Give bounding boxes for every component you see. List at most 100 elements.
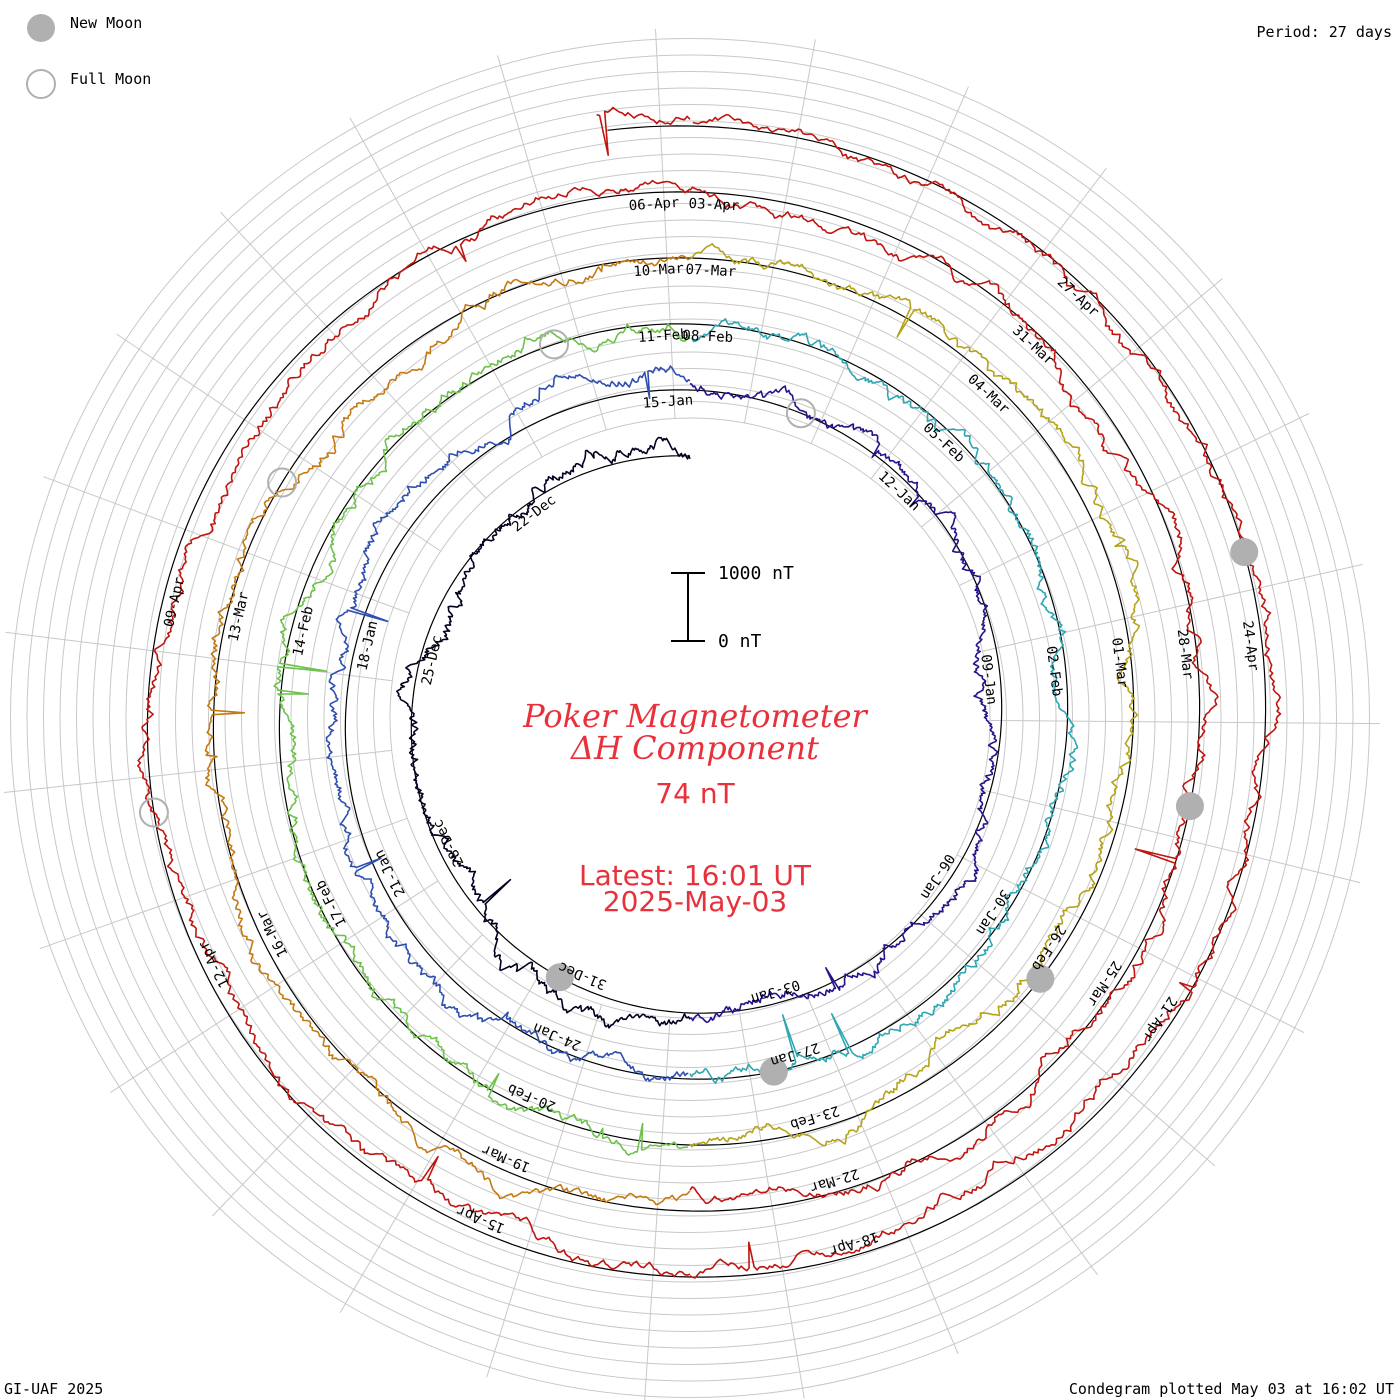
new-moon-marker	[545, 963, 574, 992]
new-moon-icon	[27, 14, 55, 42]
date-label: 23-Feb	[788, 1102, 841, 1132]
day-spoke	[982, 563, 1363, 652]
date-label: 09-Apr	[161, 576, 188, 629]
day-spoke	[958, 412, 1310, 587]
date-label: 18-Jan	[355, 619, 382, 672]
moon-legend-icons	[26, 14, 56, 99]
grid-ring	[109, 137, 1271, 1299]
grid-ring	[191, 219, 1189, 1217]
date-label: 01-Mar	[1108, 637, 1130, 689]
day-spoke	[116, 333, 441, 552]
grid-ring	[208, 236, 1172, 1200]
date-label: 03-Jan	[749, 976, 802, 1006]
date-label: 08-Feb	[682, 328, 733, 346]
day-spoke	[644, 1017, 671, 1400]
grid-ring	[125, 153, 1255, 1283]
day-spoke	[5, 631, 393, 682]
period-label: Period: 27 days	[1256, 23, 1392, 41]
grid-ring	[356, 384, 1024, 1052]
grid-ring	[307, 335, 1073, 1101]
scale-bottom-label: 0 nT	[718, 631, 762, 652]
full-moon-icon	[26, 69, 56, 99]
trace-segment	[396, 436, 691, 1029]
plotted-label: Condegram plotted May 03 at 16:02 UT	[1068, 1380, 1394, 1398]
date-label: 24-Apr	[1239, 620, 1261, 672]
grid-ring	[257, 285, 1123, 1151]
date-label: 15-Jan	[642, 392, 694, 411]
date-label: 07-Mar	[685, 262, 736, 280]
grid-ring	[340, 368, 1040, 1068]
day-spoke	[497, 55, 607, 431]
day-spoke	[43, 476, 410, 614]
latest-time: Latest: 16:01 UT	[578, 859, 812, 892]
date-label: 02-Feb	[1043, 645, 1065, 697]
full-moon-label: Full Moon	[70, 70, 152, 88]
new-moon-marker	[1175, 792, 1204, 821]
new-moon-marker	[1026, 964, 1055, 993]
day-spoke	[212, 934, 483, 1217]
day-spoke	[220, 211, 487, 499]
full-moon-marker	[785, 398, 816, 429]
grid-ring	[323, 351, 1057, 1085]
new-moon-marker	[759, 1057, 788, 1086]
day-spoke	[486, 1004, 603, 1378]
date-label: 24-Jan	[531, 1019, 584, 1053]
grid-ring	[274, 302, 1106, 1134]
new-moon-marker	[1230, 538, 1259, 567]
trace-segment	[273, 323, 691, 1156]
day-spoke	[655, 28, 676, 419]
date-label: 11-Feb	[638, 326, 690, 345]
date-label: 15-Apr	[454, 1202, 507, 1236]
trace-segment	[325, 365, 691, 1082]
day-spoke	[39, 817, 408, 950]
date-label: 10-Mar	[633, 261, 685, 280]
chart-title: Poker Magnetometer	[523, 697, 867, 735]
day-spoke	[810, 86, 969, 444]
new-moon-label: New Moon	[70, 14, 143, 32]
credit-label: GI-UAF 2025	[4, 1380, 104, 1398]
trace-segment	[689, 382, 999, 1024]
scale-top-label: 1000 nT	[718, 563, 794, 584]
date-label: 19-Mar	[480, 1141, 533, 1175]
radial-grid	[10, 38, 1370, 1398]
chart-subtitle: ΔH Component	[570, 729, 820, 767]
grid-ring	[373, 401, 1007, 1035]
grid-ring	[158, 186, 1222, 1250]
grid-ring	[290, 318, 1090, 1118]
magnetometer-traces	[137, 106, 1282, 1279]
full-moon-marker	[267, 467, 298, 498]
day-spoke	[981, 789, 1361, 884]
date-label: 03-Apr	[688, 196, 739, 214]
day-spoke	[989, 719, 1380, 725]
day-spoke	[870, 167, 1107, 480]
day-spoke	[921, 278, 1223, 528]
grid-ring	[92, 120, 1288, 1316]
day-spoke	[866, 959, 1098, 1276]
trace-segment	[137, 179, 691, 1278]
moon-markers	[138, 329, 1259, 1086]
full-moon-marker	[538, 329, 569, 360]
day-spoke	[744, 39, 816, 424]
date-label: 28-Mar	[1174, 628, 1196, 680]
grid-ring	[59, 87, 1321, 1349]
grid-ring	[142, 170, 1238, 1266]
grid-ring	[224, 252, 1156, 1184]
trace-segment	[204, 254, 691, 1206]
trace-segment	[596, 106, 691, 156]
scale-bar	[671, 572, 705, 642]
date-label: 09-Jan	[977, 653, 999, 705]
grid-ring	[76, 104, 1304, 1332]
grid-ring	[10, 38, 1370, 1398]
day-spoke	[339, 976, 539, 1313]
current-value: 74 nT	[655, 777, 735, 810]
date-label: 18-Apr	[827, 1228, 880, 1258]
trace-segment	[689, 243, 1141, 1148]
grid-ring	[26, 54, 1354, 1382]
grid-ring	[241, 269, 1139, 1167]
trace-segment	[689, 318, 1079, 1084]
full-moon-marker	[138, 797, 169, 828]
date-label: 06-Apr	[628, 195, 680, 214]
trace-segment	[689, 186, 1219, 1205]
trace-segment	[689, 113, 1282, 1279]
